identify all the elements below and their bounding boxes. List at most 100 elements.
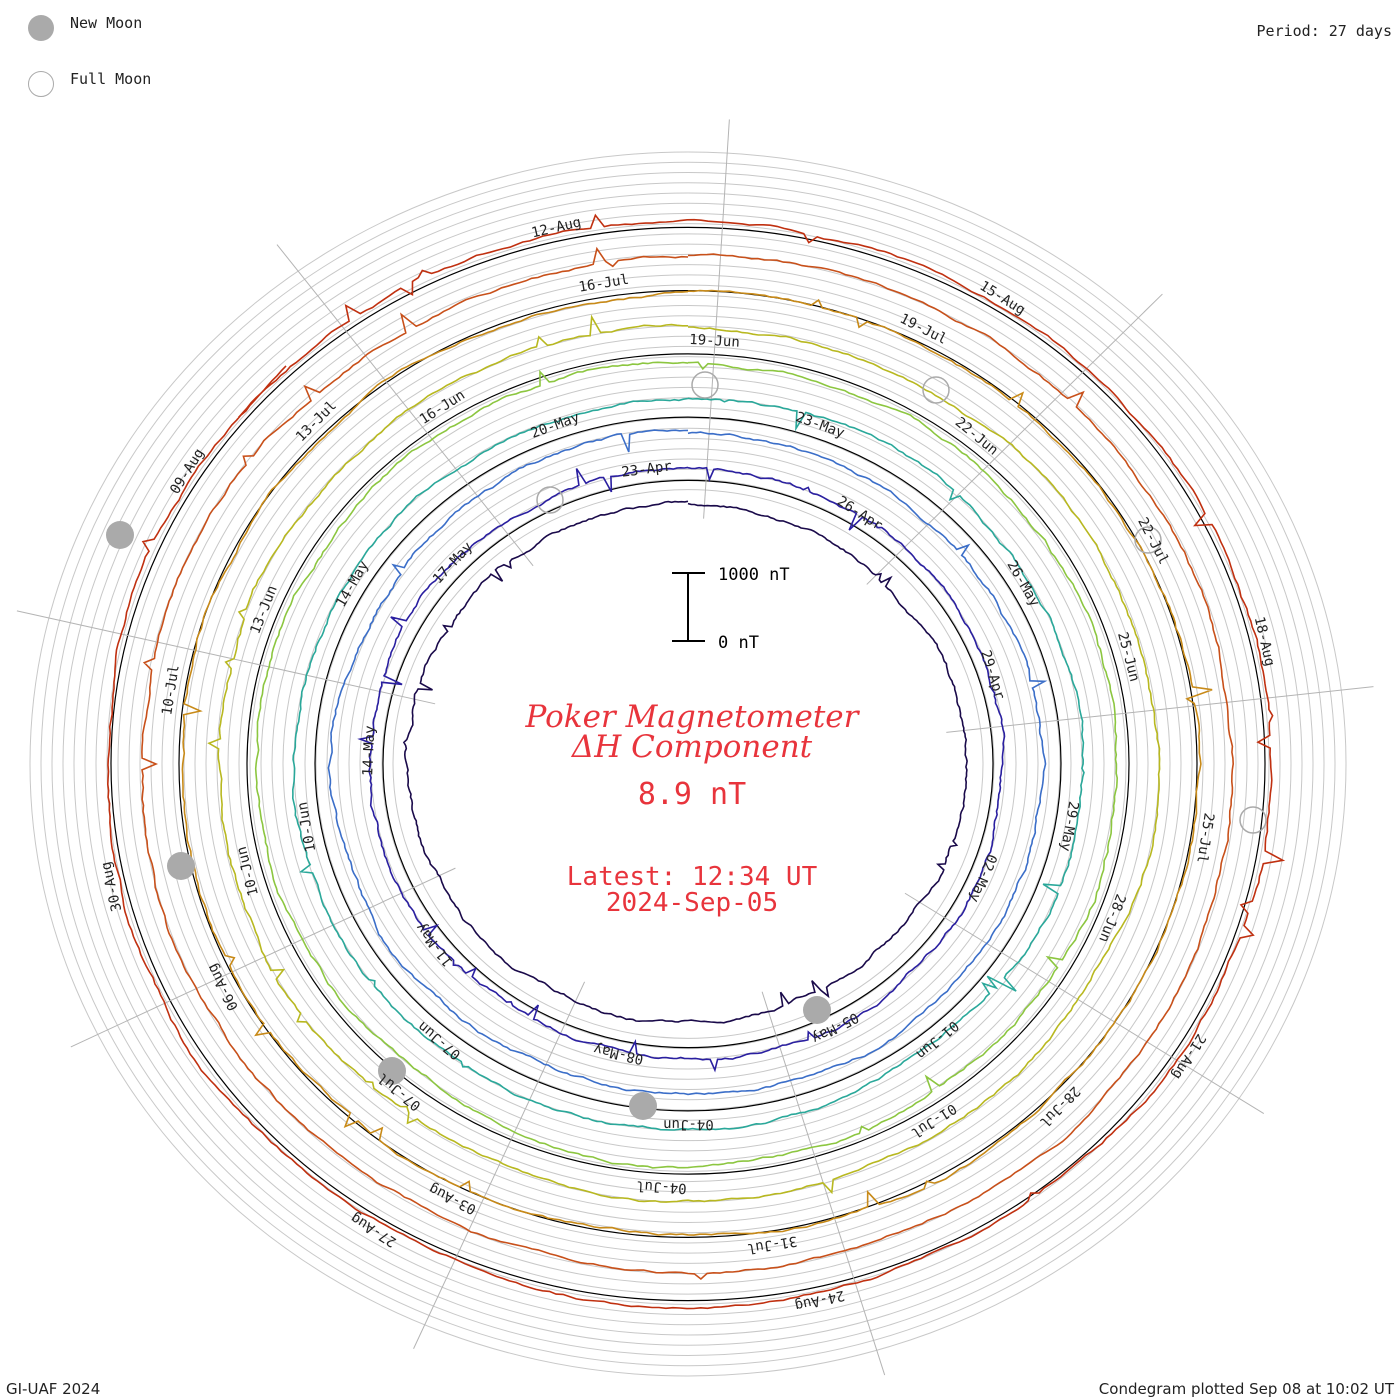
full-moon-marker bbox=[1134, 526, 1162, 554]
guide-ring bbox=[260, 366, 1116, 1162]
spoke bbox=[866, 293, 1163, 585]
trace-ring-1 bbox=[357, 466, 1006, 1073]
spoke bbox=[276, 244, 534, 567]
scale-top-label: 1000 nT bbox=[718, 565, 790, 585]
guide-ring bbox=[315, 417, 1061, 1111]
date-label: 14-May bbox=[333, 558, 372, 610]
full-moon-marker bbox=[536, 486, 564, 514]
date-label: 04-Jun bbox=[663, 1116, 714, 1132]
guide-ring bbox=[183, 294, 1193, 1234]
trace-ring-2 bbox=[327, 429, 1048, 1096]
guide-ring bbox=[73, 192, 1303, 1336]
date-label: 01-Jun bbox=[913, 1017, 962, 1062]
chart-title-line2: ΔH Component bbox=[571, 729, 813, 765]
date-label: 10-Jul bbox=[159, 664, 182, 716]
trace-ring-3 bbox=[291, 397, 1085, 1131]
guide-ring bbox=[205, 315, 1171, 1213]
date-label: 06-Aug bbox=[204, 961, 241, 1013]
baseline-ring bbox=[178, 290, 1198, 1238]
spoke bbox=[16, 610, 436, 705]
guide-ring bbox=[84, 202, 1292, 1326]
current-value: 8.9 nT bbox=[638, 777, 746, 812]
spoke bbox=[703, 119, 730, 519]
date-label: 26-May bbox=[1003, 558, 1042, 610]
guide-ring bbox=[271, 376, 1105, 1152]
date-label: 23-Apr bbox=[621, 458, 673, 480]
guide-ring bbox=[62, 182, 1314, 1346]
guide-ring bbox=[117, 233, 1259, 1295]
period-label: Period: 27 days bbox=[1256, 22, 1392, 40]
trace-ring-5 bbox=[207, 314, 1161, 1203]
guide-ring bbox=[304, 407, 1072, 1121]
new-moon-marker bbox=[629, 1092, 657, 1120]
new-moon-marker bbox=[167, 852, 195, 880]
date-label: 29-May bbox=[1057, 800, 1081, 853]
latest-date: 2024-Sep-05 bbox=[606, 888, 778, 918]
full-moon-marker bbox=[922, 376, 950, 404]
plotted-timestamp: Condegram plotted Sep 08 at 10:02 UT bbox=[1098, 1380, 1394, 1398]
full-moon-marker bbox=[691, 371, 719, 399]
data-traces bbox=[106, 213, 1286, 1310]
new-moon-legend-label: New Moon bbox=[70, 14, 143, 32]
new-moon-marker bbox=[378, 1057, 406, 1085]
guide-ring bbox=[29, 151, 1347, 1377]
guide-ring bbox=[161, 274, 1215, 1254]
baseline-ring bbox=[110, 226, 1266, 1302]
trace-ring-4 bbox=[254, 361, 1119, 1169]
date-label: 25-Jul bbox=[1193, 812, 1216, 864]
full-moon-legend-icon bbox=[28, 71, 54, 97]
new-moon-marker bbox=[803, 996, 831, 1024]
guide-ring bbox=[194, 305, 1182, 1223]
guide-ring bbox=[326, 427, 1050, 1101]
guide-ring bbox=[128, 243, 1248, 1285]
trace-ring-6 bbox=[181, 289, 1213, 1236]
chart-grid bbox=[16, 119, 1374, 1377]
guide-ring bbox=[348, 448, 1028, 1080]
scale-bar: 1000 nT 0 nT bbox=[672, 565, 790, 653]
guide-ring bbox=[381, 478, 995, 1050]
guide-ring bbox=[95, 212, 1281, 1316]
scale-bottom-label: 0 nT bbox=[718, 633, 759, 653]
date-label: 22-Jul bbox=[1134, 515, 1171, 567]
guide-ring bbox=[40, 161, 1336, 1367]
trace-ring-8 bbox=[106, 213, 1286, 1310]
latest-time: Latest: 12:34 UT bbox=[567, 862, 818, 892]
baseline-ring bbox=[246, 353, 1130, 1175]
date-label: 10-Jun bbox=[295, 801, 320, 854]
baseline-ring bbox=[382, 479, 994, 1049]
date-label: 14-May bbox=[360, 725, 378, 776]
date-label: 07-Jun bbox=[415, 1018, 464, 1063]
trace-ring-7 bbox=[141, 246, 1235, 1281]
spoke bbox=[946, 686, 1374, 733]
spoke bbox=[70, 867, 456, 1048]
guide-ring bbox=[150, 264, 1226, 1264]
date-label: 28-Jun bbox=[1095, 892, 1128, 945]
date-label: 01-Jul bbox=[908, 1100, 959, 1141]
date-label: 16-Jul bbox=[578, 272, 630, 296]
guide-ring bbox=[172, 284, 1204, 1244]
guide-ring bbox=[392, 489, 984, 1039]
guide-ring bbox=[249, 356, 1127, 1172]
guide-ring bbox=[51, 172, 1325, 1356]
chart-title-line1: Poker Magnetometer bbox=[525, 699, 861, 735]
guide-ring bbox=[238, 345, 1138, 1183]
date-label: 18-Aug bbox=[1251, 615, 1278, 668]
full-moon-legend-label: Full Moon bbox=[70, 70, 152, 88]
full-moon-marker bbox=[1239, 806, 1267, 834]
date-label: 02-May bbox=[966, 852, 1000, 905]
credit-label: GI-UAF 2024 bbox=[6, 1380, 101, 1398]
guide-ring bbox=[227, 335, 1149, 1193]
date-label: 19-Jun bbox=[689, 332, 740, 351]
guide-ring bbox=[282, 386, 1094, 1142]
new-moon-marker bbox=[106, 521, 134, 549]
baseline-ring bbox=[314, 416, 1062, 1112]
spoke bbox=[904, 892, 1265, 1115]
guide-ring bbox=[337, 438, 1039, 1090]
date-label: 31-Jul bbox=[746, 1232, 798, 1256]
new-moon-legend-icon bbox=[28, 15, 54, 41]
guide-ring bbox=[359, 458, 1017, 1070]
guide-ring bbox=[106, 223, 1270, 1305]
moon-markers bbox=[106, 371, 1267, 1120]
date-label: 13-Jul bbox=[293, 398, 340, 445]
